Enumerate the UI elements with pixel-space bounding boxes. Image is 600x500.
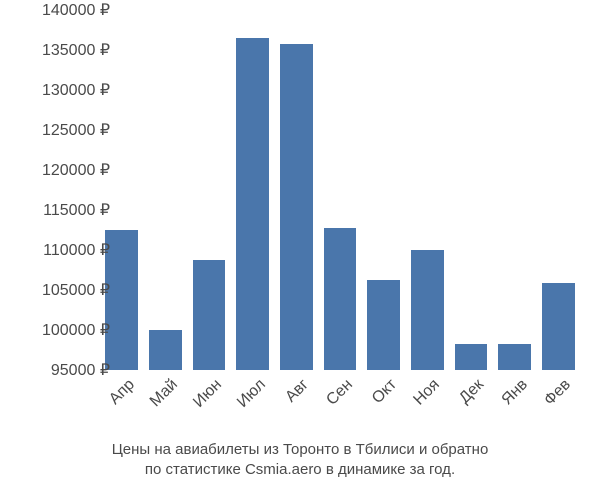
bar (455, 344, 488, 370)
bar (367, 280, 400, 370)
bar (280, 44, 313, 370)
y-tick-label: 115000 ₽ (43, 200, 110, 220)
y-tick-label: 95000 ₽ (51, 360, 110, 380)
bar (324, 228, 357, 370)
x-tick-label: Апр (106, 376, 139, 409)
bar (149, 330, 182, 370)
bars-layer (100, 10, 580, 370)
plot-area (100, 10, 580, 370)
x-tick-label: Май (147, 376, 182, 411)
bar (411, 250, 444, 370)
caption-line-2: по статистике Csmia.aero в динамике за г… (145, 461, 455, 478)
x-tick-label: Сен (323, 376, 356, 409)
bar (193, 260, 226, 370)
x-tick-label: Авг (283, 376, 313, 406)
y-tick-label: 125000 ₽ (42, 120, 110, 140)
y-tick-label: 100000 ₽ (42, 320, 110, 340)
y-tick-label: 140000 ₽ (42, 0, 110, 20)
y-tick-label: 130000 ₽ (42, 80, 110, 100)
x-tick-label: Ноя (411, 376, 444, 409)
y-tick-label: 120000 ₽ (42, 160, 110, 180)
chart-caption: Цены на авиабилеты из Торонто в Тбилиси … (0, 440, 600, 481)
x-tick-label: Июл (234, 376, 270, 412)
bar (105, 230, 138, 370)
y-tick-label: 105000 ₽ (42, 280, 110, 300)
price-bar-chart: Цены на авиабилеты из Торонто в Тбилиси … (0, 0, 600, 500)
y-tick-label: 110000 ₽ (43, 240, 110, 260)
bar (542, 283, 575, 370)
x-tick-label: Окт (369, 376, 401, 408)
caption-line-1: Цены на авиабилеты из Торонто в Тбилиси … (112, 441, 489, 458)
x-tick-label: Июн (190, 376, 226, 412)
y-tick-label: 135000 ₽ (42, 40, 110, 60)
x-tick-label: Фев (541, 376, 575, 410)
bar (236, 38, 269, 370)
bar (498, 344, 531, 370)
x-tick-label: Дек (456, 376, 488, 408)
x-tick-label: Янв (498, 376, 531, 409)
